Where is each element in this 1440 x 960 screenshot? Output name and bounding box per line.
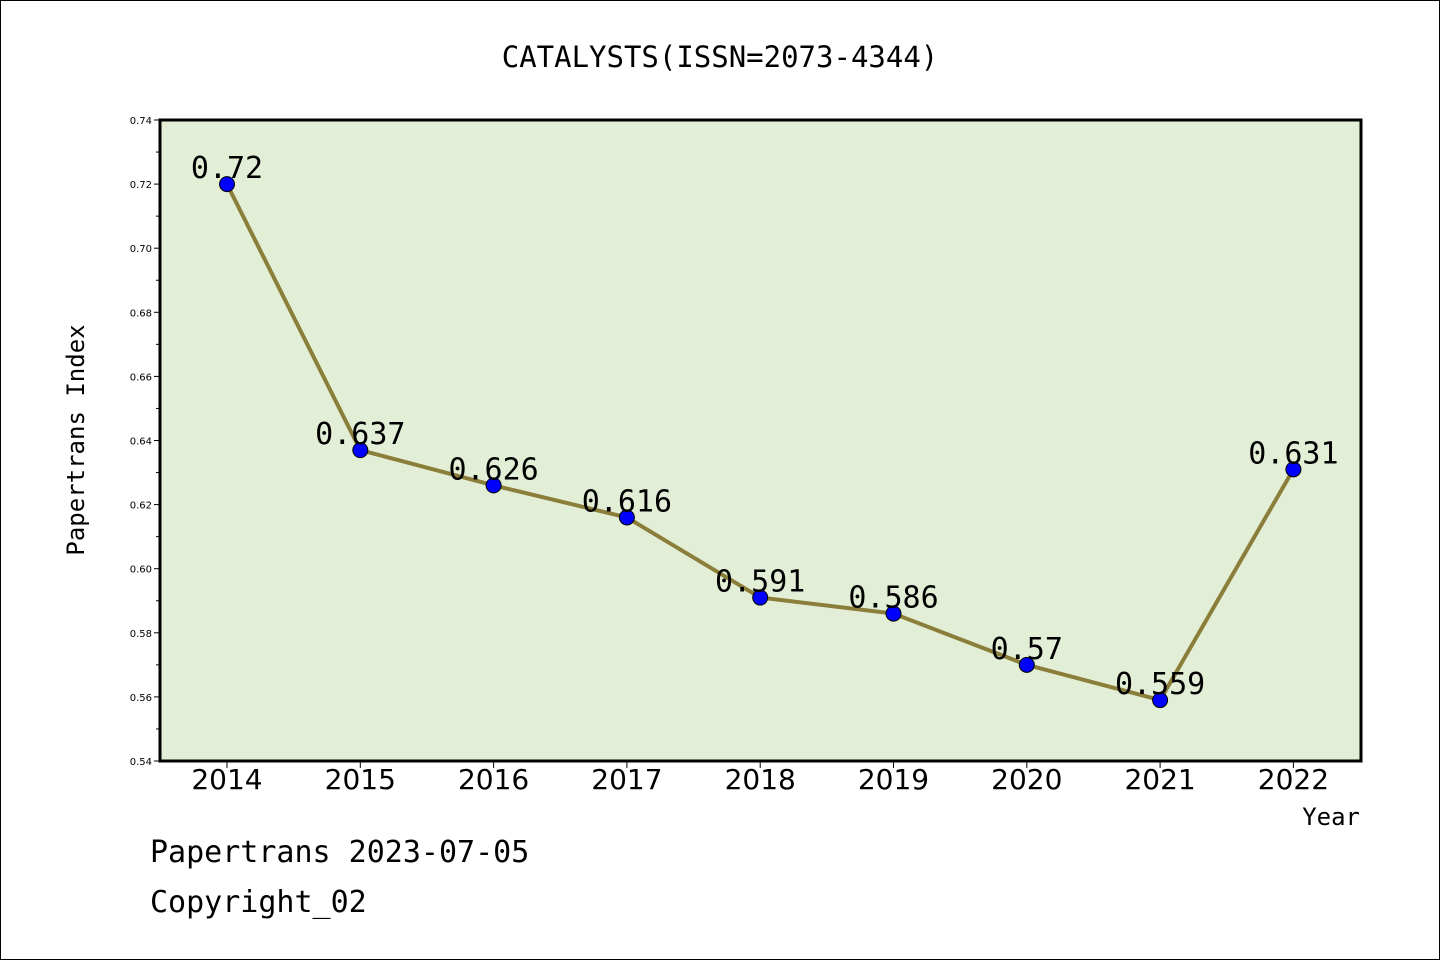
y-tick-label: 0.70	[130, 244, 152, 255]
y-tick-label: 0.58	[130, 629, 152, 640]
data-point	[219, 176, 235, 193]
y-tick-label: 0.66	[130, 372, 152, 383]
chart-title: CATALYSTS(ISSN=2073-4344)	[502, 40, 939, 74]
data-label: 0.72	[191, 151, 263, 186]
data-label: 0.586	[848, 581, 938, 616]
x-axis-label: Year	[1302, 803, 1360, 831]
data-label: 0.591	[715, 565, 805, 600]
plot-area	[158, 118, 1363, 763]
y-tick-label: 0.54	[130, 757, 152, 768]
data-point	[752, 589, 769, 606]
y-tick-label: 0.62	[130, 501, 152, 512]
data-point	[352, 442, 369, 459]
y-tick-label: 0.60	[130, 565, 152, 576]
footer-copyright: Copyright_02	[150, 885, 367, 920]
data-label: 0.631	[1248, 436, 1338, 471]
data-point	[1018, 656, 1035, 673]
y-tick-label: 0.74	[130, 116, 152, 127]
x-tick-label: 2022	[1258, 763, 1329, 796]
x-tick-label: 2015	[325, 763, 396, 796]
x-tick-label: 2019	[858, 763, 929, 796]
data-point	[618, 509, 635, 526]
y-tick-label: 0.64	[130, 437, 152, 448]
data-point	[485, 477, 502, 494]
data-point	[1285, 461, 1302, 478]
x-tick-label: 2014	[191, 763, 262, 796]
y-axis: 0.54 0.56 0.58 0.60 0.62 0.64 0.66 0.68 0.70 0.72…	[130, 116, 160, 768]
data-label: 0.626	[448, 452, 538, 487]
y-tick-label: 0.72	[130, 180, 152, 191]
data-label: 0.637	[315, 417, 405, 452]
x-tick-label: 2018	[725, 763, 796, 796]
y-tick-label: 0.68	[130, 308, 152, 319]
series-group: 0.72 0.637 0.626 0.616 0.591 0.586 0.57 0.559 0.…	[191, 151, 1339, 709]
data-label: 0.616	[582, 484, 672, 519]
data-point	[1152, 692, 1169, 709]
y-tick-label: 0.56	[130, 693, 152, 704]
x-axis: 2014 2015 2016 2017 2018 2019 2020 2021 2022	[191, 761, 1329, 796]
data-label: 0.559	[1115, 667, 1205, 702]
data-label: 0.57	[991, 632, 1063, 667]
x-tick-label: 2021	[1124, 763, 1195, 796]
y-axis-label: Papertrans Index	[62, 324, 90, 555]
x-tick-label: 2017	[591, 763, 662, 796]
data-point	[885, 605, 902, 622]
footer-source: Papertrans 2023-07-05	[150, 835, 530, 870]
x-tick-label: 2020	[991, 763, 1062, 796]
x-tick-label: 2016	[458, 763, 529, 796]
